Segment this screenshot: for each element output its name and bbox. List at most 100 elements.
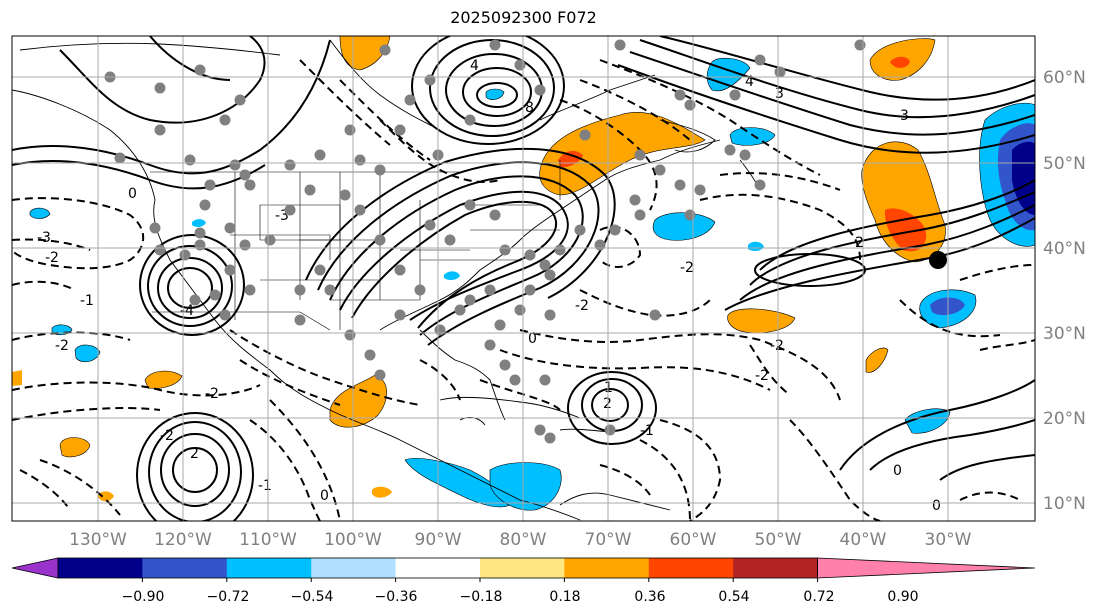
colorbar-tick-label: 0.72 (803, 589, 834, 605)
colorbar-tick-label: −0.54 (291, 589, 334, 605)
colorbar-tick-label: 0.90 (887, 589, 918, 605)
station-dot (544, 269, 556, 281)
lat-label: 20°N (1043, 409, 1086, 429)
colorbar-segment (311, 558, 397, 578)
station-dot (629, 194, 641, 206)
gridlines (12, 36, 1035, 521)
station-dot (464, 294, 476, 306)
station-dot (594, 239, 606, 251)
station-dot (364, 349, 376, 361)
station-dot (684, 99, 696, 111)
contour-label: -2 (55, 338, 69, 354)
lon-label: 60°W (670, 530, 717, 550)
contour-label: -4 (180, 303, 194, 319)
contour-label: -2 (45, 250, 59, 266)
station-dot (854, 39, 866, 51)
colorbar-segment (480, 558, 565, 578)
station-dot (674, 89, 686, 101)
station-dot (484, 339, 496, 351)
station-dot (539, 259, 551, 271)
station-dot (554, 244, 566, 256)
station-dot (394, 264, 406, 276)
station-dot (374, 164, 386, 176)
contour-label: 0 (128, 186, 137, 202)
station-dot (239, 169, 251, 181)
station-dot (314, 149, 326, 161)
station-dot (494, 319, 506, 331)
colorbar-extend-high (817, 557, 1036, 579)
colorbar (11, 557, 1036, 582)
station-dot (649, 309, 661, 321)
lon-label: 90°W (415, 530, 462, 550)
colorbar-frame (57, 557, 818, 579)
contour-label: -2 (770, 338, 784, 354)
station-dot (394, 309, 406, 321)
colorbar-labels: −0.90 −0.72 −0.54 −0.36 −0.18 0.18 0.36 … (122, 589, 919, 605)
station-dot (509, 374, 521, 386)
station-dot (604, 424, 616, 436)
station-dot (434, 324, 446, 336)
station-dot (284, 159, 296, 171)
station-dot (414, 284, 426, 296)
station-dot (574, 224, 586, 236)
contour-label: -1 (258, 478, 272, 494)
lat-label: 30°N (1043, 324, 1086, 344)
storm-marker (929, 251, 947, 269)
colorbar-tick-label: −0.90 (122, 589, 165, 605)
station-dot (774, 66, 786, 78)
station-dot (154, 124, 166, 136)
colorbar-segment (142, 558, 228, 578)
station-dot (379, 44, 391, 56)
station-dot (114, 152, 126, 164)
station-dot (544, 432, 556, 444)
station-dot (244, 179, 256, 191)
colorbar-extend-low (11, 557, 59, 579)
contour-label: 2 (190, 446, 199, 462)
plot-title: 2025092300 F072 (450, 8, 597, 27)
station-dot (244, 284, 256, 296)
station-dot (694, 184, 706, 196)
station-dot (444, 234, 456, 246)
station-dot (194, 239, 206, 251)
station-dot (674, 179, 686, 191)
station-dot (234, 94, 246, 106)
colorbar-segment (395, 558, 481, 578)
station-dot (294, 314, 306, 326)
latitude-labels: 60°N 50°N 40°N 30°N 20°N 10°N (1043, 68, 1086, 514)
station-dot (454, 304, 466, 316)
lon-label: 70°W (585, 530, 632, 550)
lat-label: 40°N (1043, 239, 1086, 259)
station-dot (614, 39, 626, 51)
station-dot (514, 59, 526, 71)
station-dot (654, 164, 666, 176)
contour-label: -1 (640, 423, 654, 439)
station-dot (194, 227, 206, 239)
station-dot (634, 209, 646, 221)
station-dot (374, 234, 386, 246)
contour-label: 2 (855, 235, 864, 251)
station-dot (684, 209, 696, 221)
colorbar-tick-label: 0.54 (718, 589, 749, 605)
station-dot (524, 249, 536, 261)
station-dot (729, 89, 741, 101)
station-dot (149, 222, 161, 234)
station-dot (284, 204, 296, 216)
lon-label: 130°W (69, 530, 127, 550)
station-dot (374, 369, 386, 381)
station-dot (344, 329, 356, 341)
station-dot (499, 359, 511, 371)
contour-label: 4 (745, 74, 754, 90)
station-dot (219, 309, 231, 321)
station-dot (489, 39, 501, 51)
station-dot (229, 159, 241, 171)
colorbar-segment (733, 558, 819, 578)
solid-contours (12, 36, 1035, 521)
dashed-contours (12, 59, 1035, 521)
lat-label: 60°N (1043, 68, 1086, 88)
colorbar-tick-label: 0.36 (634, 589, 665, 605)
colorbar-segment (564, 558, 650, 578)
colorbar-tick-label: −0.36 (375, 589, 418, 605)
station-dot (424, 219, 436, 231)
station-dot (534, 424, 546, 436)
